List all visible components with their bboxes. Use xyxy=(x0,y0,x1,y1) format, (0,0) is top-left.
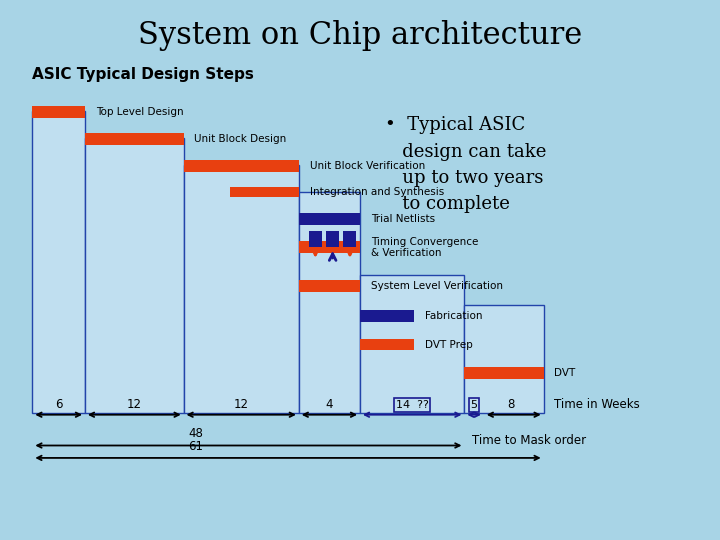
Text: DVT Prep: DVT Prep xyxy=(425,340,472,349)
Bar xyxy=(32,106,85,118)
Text: Unit Block Design: Unit Block Design xyxy=(194,134,287,144)
Bar xyxy=(299,280,360,292)
Text: ASIC Typical Design Steps: ASIC Typical Design Steps xyxy=(32,67,254,82)
Text: Fabrication: Fabrication xyxy=(425,311,482,321)
Bar xyxy=(32,111,85,413)
Text: 6: 6 xyxy=(55,399,63,411)
Text: Timing Convergence
& Verification: Timing Convergence & Verification xyxy=(371,237,478,258)
Text: Unit Block Verification: Unit Block Verification xyxy=(310,161,425,171)
Text: 12: 12 xyxy=(127,399,142,411)
Text: Time to Mask order: Time to Mask order xyxy=(472,434,586,447)
Text: System Level Verification: System Level Verification xyxy=(371,281,503,291)
Text: 14  ??: 14 ?? xyxy=(396,400,428,410)
Text: 5: 5 xyxy=(471,400,477,410)
Bar xyxy=(326,231,339,247)
Text: Trial Netlists: Trial Netlists xyxy=(371,214,435,224)
Bar xyxy=(309,231,322,247)
Bar xyxy=(85,133,184,145)
Bar xyxy=(184,165,299,413)
Bar xyxy=(360,275,464,413)
Text: System on Chip architecture: System on Chip architecture xyxy=(138,19,582,51)
Bar xyxy=(85,138,184,413)
Text: •  Typical ASIC
   design can take
   up to two years
   to complete: • Typical ASIC design can take up to two… xyxy=(385,116,546,213)
Bar xyxy=(299,192,360,413)
Text: DVT: DVT xyxy=(554,368,576,377)
Text: 12: 12 xyxy=(234,399,248,411)
Bar xyxy=(184,160,299,172)
Bar xyxy=(464,305,544,413)
Bar xyxy=(299,241,360,253)
Text: 4: 4 xyxy=(325,399,333,411)
Bar xyxy=(360,339,414,350)
Text: 48: 48 xyxy=(189,427,203,440)
Text: Top Level Design: Top Level Design xyxy=(96,107,184,117)
Text: 8: 8 xyxy=(508,399,515,411)
Bar xyxy=(464,367,544,379)
Bar xyxy=(343,231,356,247)
Text: Integration and Synthesis: Integration and Synthesis xyxy=(310,187,444,197)
Bar xyxy=(299,213,360,225)
Text: Time in Weeks: Time in Weeks xyxy=(554,399,640,411)
Text: 61: 61 xyxy=(189,440,203,453)
Bar xyxy=(360,310,414,322)
Bar xyxy=(230,187,299,197)
